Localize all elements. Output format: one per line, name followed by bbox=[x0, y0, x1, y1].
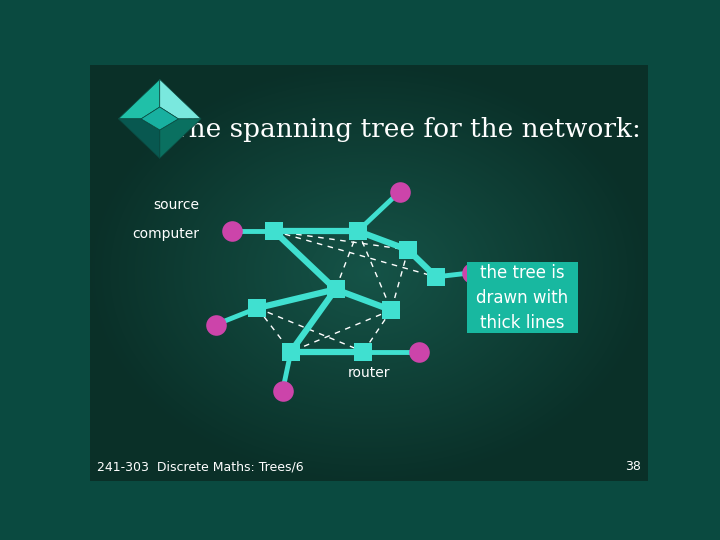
Text: source: source bbox=[153, 198, 199, 212]
Text: computer: computer bbox=[132, 227, 199, 241]
Point bbox=[402, 246, 414, 254]
Polygon shape bbox=[160, 119, 201, 158]
Point bbox=[413, 347, 425, 356]
Text: The spanning tree for the network:: The spanning tree for the network: bbox=[171, 117, 641, 141]
Text: •: • bbox=[148, 119, 161, 139]
Polygon shape bbox=[118, 79, 160, 119]
Point bbox=[252, 303, 264, 312]
Polygon shape bbox=[141, 107, 179, 130]
Text: router: router bbox=[348, 366, 390, 380]
Point bbox=[227, 227, 238, 235]
Polygon shape bbox=[160, 79, 201, 119]
FancyBboxPatch shape bbox=[467, 262, 578, 333]
Point bbox=[285, 347, 297, 356]
Polygon shape bbox=[118, 119, 160, 158]
Text: the tree is
drawn with
thick lines: the tree is drawn with thick lines bbox=[477, 264, 569, 332]
Text: 241-303  Discrete Maths: Trees/6: 241-303 Discrete Maths: Trees/6 bbox=[96, 460, 303, 473]
Point bbox=[386, 306, 397, 314]
Point bbox=[394, 187, 405, 196]
Point bbox=[330, 285, 341, 294]
Point bbox=[358, 347, 369, 356]
Point bbox=[269, 227, 280, 235]
Text: 38: 38 bbox=[626, 460, 642, 473]
Point bbox=[210, 320, 221, 329]
Point bbox=[276, 387, 288, 395]
Point bbox=[431, 273, 442, 281]
Point bbox=[467, 268, 478, 277]
Point bbox=[352, 227, 364, 235]
